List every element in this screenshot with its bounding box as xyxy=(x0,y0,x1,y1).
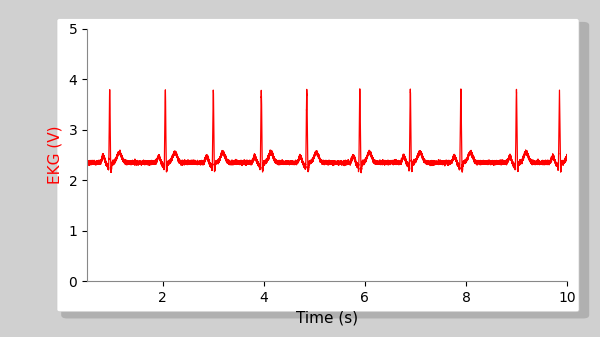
FancyBboxPatch shape xyxy=(61,22,589,318)
Y-axis label: EKG (V): EKG (V) xyxy=(48,126,63,184)
FancyBboxPatch shape xyxy=(57,19,579,312)
X-axis label: Time (s): Time (s) xyxy=(296,311,358,326)
